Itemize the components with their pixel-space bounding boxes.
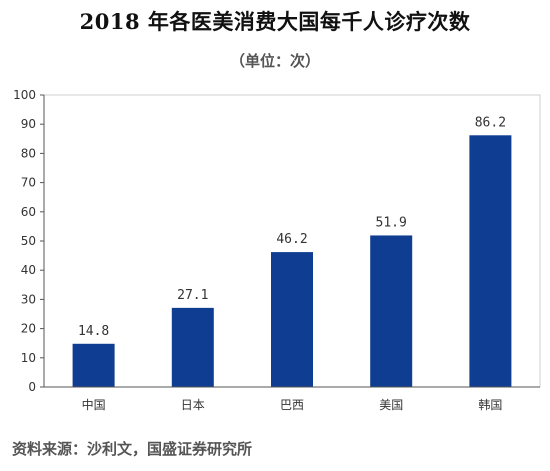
y-tick-label: 100 (13, 88, 36, 102)
y-axis: 0 10 20 30 40 50 60 70 80 90 100 (13, 88, 45, 394)
bars: 14.8 27.1 46.2 51.9 86.2 (72, 115, 512, 387)
bar-value-label: 86.2 (475, 115, 506, 130)
x-tick-label: 美国 (379, 398, 403, 412)
chart-title: 2018 年各医美消费大国每千人诊疗次数 (79, 9, 471, 34)
source-note: 资料来源：沙利文，国盛证券研究所 (12, 440, 253, 458)
bar (469, 135, 512, 387)
y-tick-label: 60 (21, 205, 36, 219)
y-tick-label: 40 (21, 263, 36, 277)
y-tick-label: 70 (21, 176, 36, 190)
y-tick-label: 80 (21, 146, 36, 160)
bar (171, 307, 214, 387)
bar (271, 252, 313, 387)
x-tick-label: 日本 (181, 398, 205, 412)
x-axis: 中国 日本 巴西 美国 韩国 (44, 386, 540, 412)
bar-value-label: 46.2 (276, 232, 307, 247)
chart-subtitle: （单位：次） (229, 52, 320, 70)
y-tick-label: 50 (21, 234, 36, 248)
bar (370, 235, 413, 387)
x-tick-label: 韩国 (478, 397, 502, 412)
bar-value-label: 14.8 (78, 324, 109, 339)
x-tick-label: 巴西 (280, 398, 304, 412)
x-tick-label: 中国 (82, 397, 106, 412)
y-tick-label: 10 (21, 351, 36, 365)
bar-value-label: 27.1 (177, 288, 208, 303)
bar-value-label: 51.9 (376, 215, 407, 230)
bar (72, 343, 115, 387)
y-tick-label: 20 (21, 322, 36, 336)
y-tick-label: 0 (28, 380, 36, 394)
y-tick-label: 30 (21, 292, 36, 306)
y-tick-label: 90 (21, 117, 36, 131)
